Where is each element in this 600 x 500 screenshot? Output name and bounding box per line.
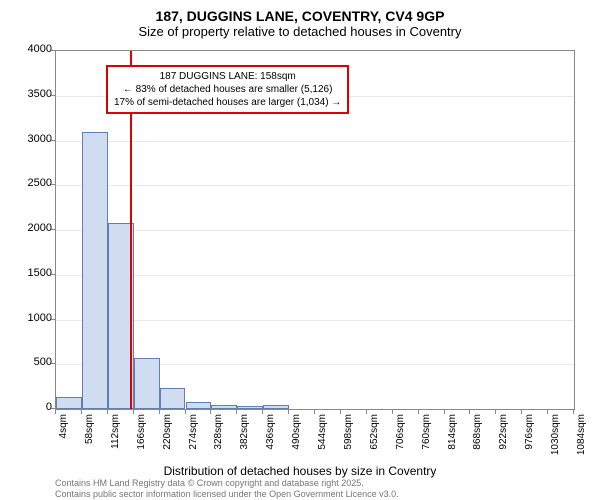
y-tick (51, 274, 55, 275)
footer-attribution: Contains HM Land Registry data © Crown c… (55, 478, 399, 500)
y-tick-label: 500 (12, 356, 52, 368)
x-tick-label: 436sqm (265, 414, 276, 464)
x-tick (288, 410, 289, 414)
plot-area: 187 DUGGINS LANE: 158sqm← 83% of detache… (55, 50, 575, 410)
footer-line2: Contains public sector information licen… (55, 489, 399, 500)
x-tick (340, 410, 341, 414)
histogram-bar (186, 402, 212, 409)
x-tick-label: 328sqm (213, 414, 224, 464)
y-tick-label: 4000 (12, 43, 52, 55)
y-tick (51, 363, 55, 364)
annotation-line2: ← 83% of detached houses are smaller (5,… (114, 83, 341, 96)
grid-line (56, 141, 574, 142)
y-tick (51, 319, 55, 320)
x-tick-label: 598sqm (343, 414, 354, 464)
x-tick-label: 652sqm (369, 414, 380, 464)
x-tick-label: 814sqm (447, 414, 458, 464)
x-tick-label: 490sqm (291, 414, 302, 464)
x-tick (366, 410, 367, 414)
x-tick-label: 274sqm (188, 414, 199, 464)
histogram-bar (211, 405, 237, 409)
x-tick-label: 58sqm (84, 414, 95, 464)
x-tick (236, 410, 237, 414)
y-tick (51, 50, 55, 51)
chart-container: 187, DUGGINS LANE, COVENTRY, CV4 9GP Siz… (0, 0, 600, 500)
histogram-bar (56, 397, 82, 409)
y-tick (51, 140, 55, 141)
x-tick-label: 4sqm (58, 414, 69, 464)
annotation-line1: 187 DUGGINS LANE: 158sqm (114, 70, 341, 83)
x-tick (469, 410, 470, 414)
x-tick-label: 922sqm (498, 414, 509, 464)
chart-title-main: 187, DUGGINS LANE, COVENTRY, CV4 9GP (0, 0, 600, 24)
x-tick-label: 112sqm (110, 414, 121, 464)
x-tick (210, 410, 211, 414)
x-tick (133, 410, 134, 414)
x-tick-label: 544sqm (317, 414, 328, 464)
x-tick-label: 976sqm (524, 414, 535, 464)
x-tick (392, 410, 393, 414)
x-tick-label: 760sqm (421, 414, 432, 464)
y-tick-label: 1000 (12, 312, 52, 324)
x-tick-label: 382sqm (239, 414, 250, 464)
x-tick-label: 868sqm (472, 414, 483, 464)
y-tick-label: 0 (12, 401, 52, 413)
y-tick-label: 2500 (12, 177, 52, 189)
x-tick (262, 410, 263, 414)
y-tick-label: 3000 (12, 133, 52, 145)
histogram-bar (237, 406, 263, 409)
x-tick (159, 410, 160, 414)
x-tick (81, 410, 82, 414)
annotation-line3: 17% of semi-detached houses are larger (… (114, 96, 341, 109)
x-tick (573, 410, 574, 414)
grid-line (56, 320, 574, 321)
y-tick-label: 2000 (12, 222, 52, 234)
grid-line (56, 275, 574, 276)
x-tick (495, 410, 496, 414)
histogram-bar (263, 405, 289, 409)
x-tick-label: 220sqm (162, 414, 173, 464)
y-tick-label: 3500 (12, 88, 52, 100)
chart-title-sub: Size of property relative to detached ho… (0, 24, 600, 39)
y-tick (51, 95, 55, 96)
y-tick (51, 229, 55, 230)
grid-line (56, 185, 574, 186)
x-axis-title: Distribution of detached houses by size … (0, 464, 600, 478)
x-tick (547, 410, 548, 414)
annotation-box: 187 DUGGINS LANE: 158sqm← 83% of detache… (106, 65, 349, 114)
y-tick (51, 184, 55, 185)
footer-line1: Contains HM Land Registry data © Crown c… (55, 478, 399, 489)
histogram-bar (134, 358, 160, 409)
x-tick-label: 1030sqm (550, 414, 561, 464)
x-tick-label: 1084sqm (576, 414, 587, 464)
y-tick (51, 408, 55, 409)
x-tick (444, 410, 445, 414)
x-tick (521, 410, 522, 414)
x-tick (107, 410, 108, 414)
histogram-bar (82, 132, 108, 409)
x-tick-label: 706sqm (395, 414, 406, 464)
x-tick (55, 410, 56, 414)
x-tick (185, 410, 186, 414)
histogram-bar (160, 388, 186, 409)
x-tick-label: 166sqm (136, 414, 147, 464)
grid-line (56, 230, 574, 231)
y-tick-label: 1500 (12, 267, 52, 279)
x-tick (418, 410, 419, 414)
x-tick (314, 410, 315, 414)
